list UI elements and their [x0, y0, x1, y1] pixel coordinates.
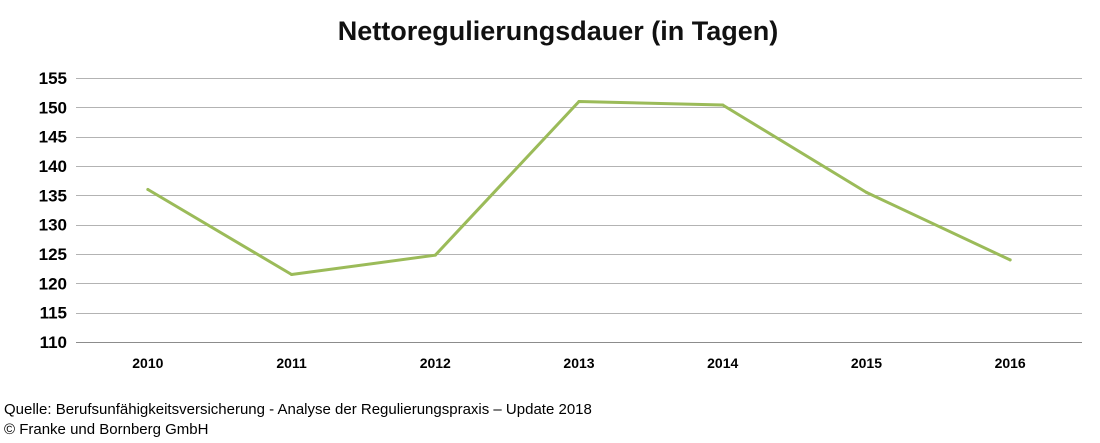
series-layer [146, 99, 1012, 277]
gridlines [76, 78, 1082, 343]
data-point [1008, 258, 1012, 262]
source-note: Quelle: Berufsunfähigkeitsversicherung -… [4, 401, 592, 418]
chart-title: Nettoregulierungsdauer (in Tagen) [338, 16, 779, 46]
y-tick-label: 140 [39, 157, 67, 176]
y-tick-label: 110 [40, 333, 67, 352]
x-tick-label: 2013 [563, 355, 594, 371]
x-tick-label: 2012 [420, 355, 451, 371]
series-line [146, 100, 1012, 276]
y-tick-label: 120 [39, 274, 67, 293]
y-tick-label: 150 [39, 98, 67, 117]
y-tick-label: 115 [40, 304, 67, 323]
y-axis-ticks: 110 115 120 125 130 135 140 145 150 155 [39, 69, 67, 352]
data-point [433, 253, 437, 257]
data-point [721, 103, 725, 107]
x-tick-label: 2014 [707, 355, 738, 371]
x-axis-ticks: 2010 2011 2012 2013 2014 2015 2016 [132, 355, 1026, 371]
x-tick-label: 2016 [995, 355, 1026, 371]
x-tick-label: 2010 [132, 355, 163, 371]
data-point [864, 190, 868, 194]
x-tick-label: 2011 [276, 355, 307, 371]
y-tick-label: 145 [39, 128, 67, 147]
data-point [146, 187, 150, 191]
y-tick-label: 125 [39, 245, 67, 264]
y-tick-label: 155 [39, 69, 67, 88]
y-tick-label: 130 [39, 216, 67, 235]
x-tick-label: 2015 [851, 355, 882, 371]
copyright-note: © Franke und Bornberg GmbH [4, 421, 209, 438]
data-point [577, 99, 581, 103]
y-tick-label: 135 [39, 186, 67, 205]
data-point [290, 273, 294, 277]
